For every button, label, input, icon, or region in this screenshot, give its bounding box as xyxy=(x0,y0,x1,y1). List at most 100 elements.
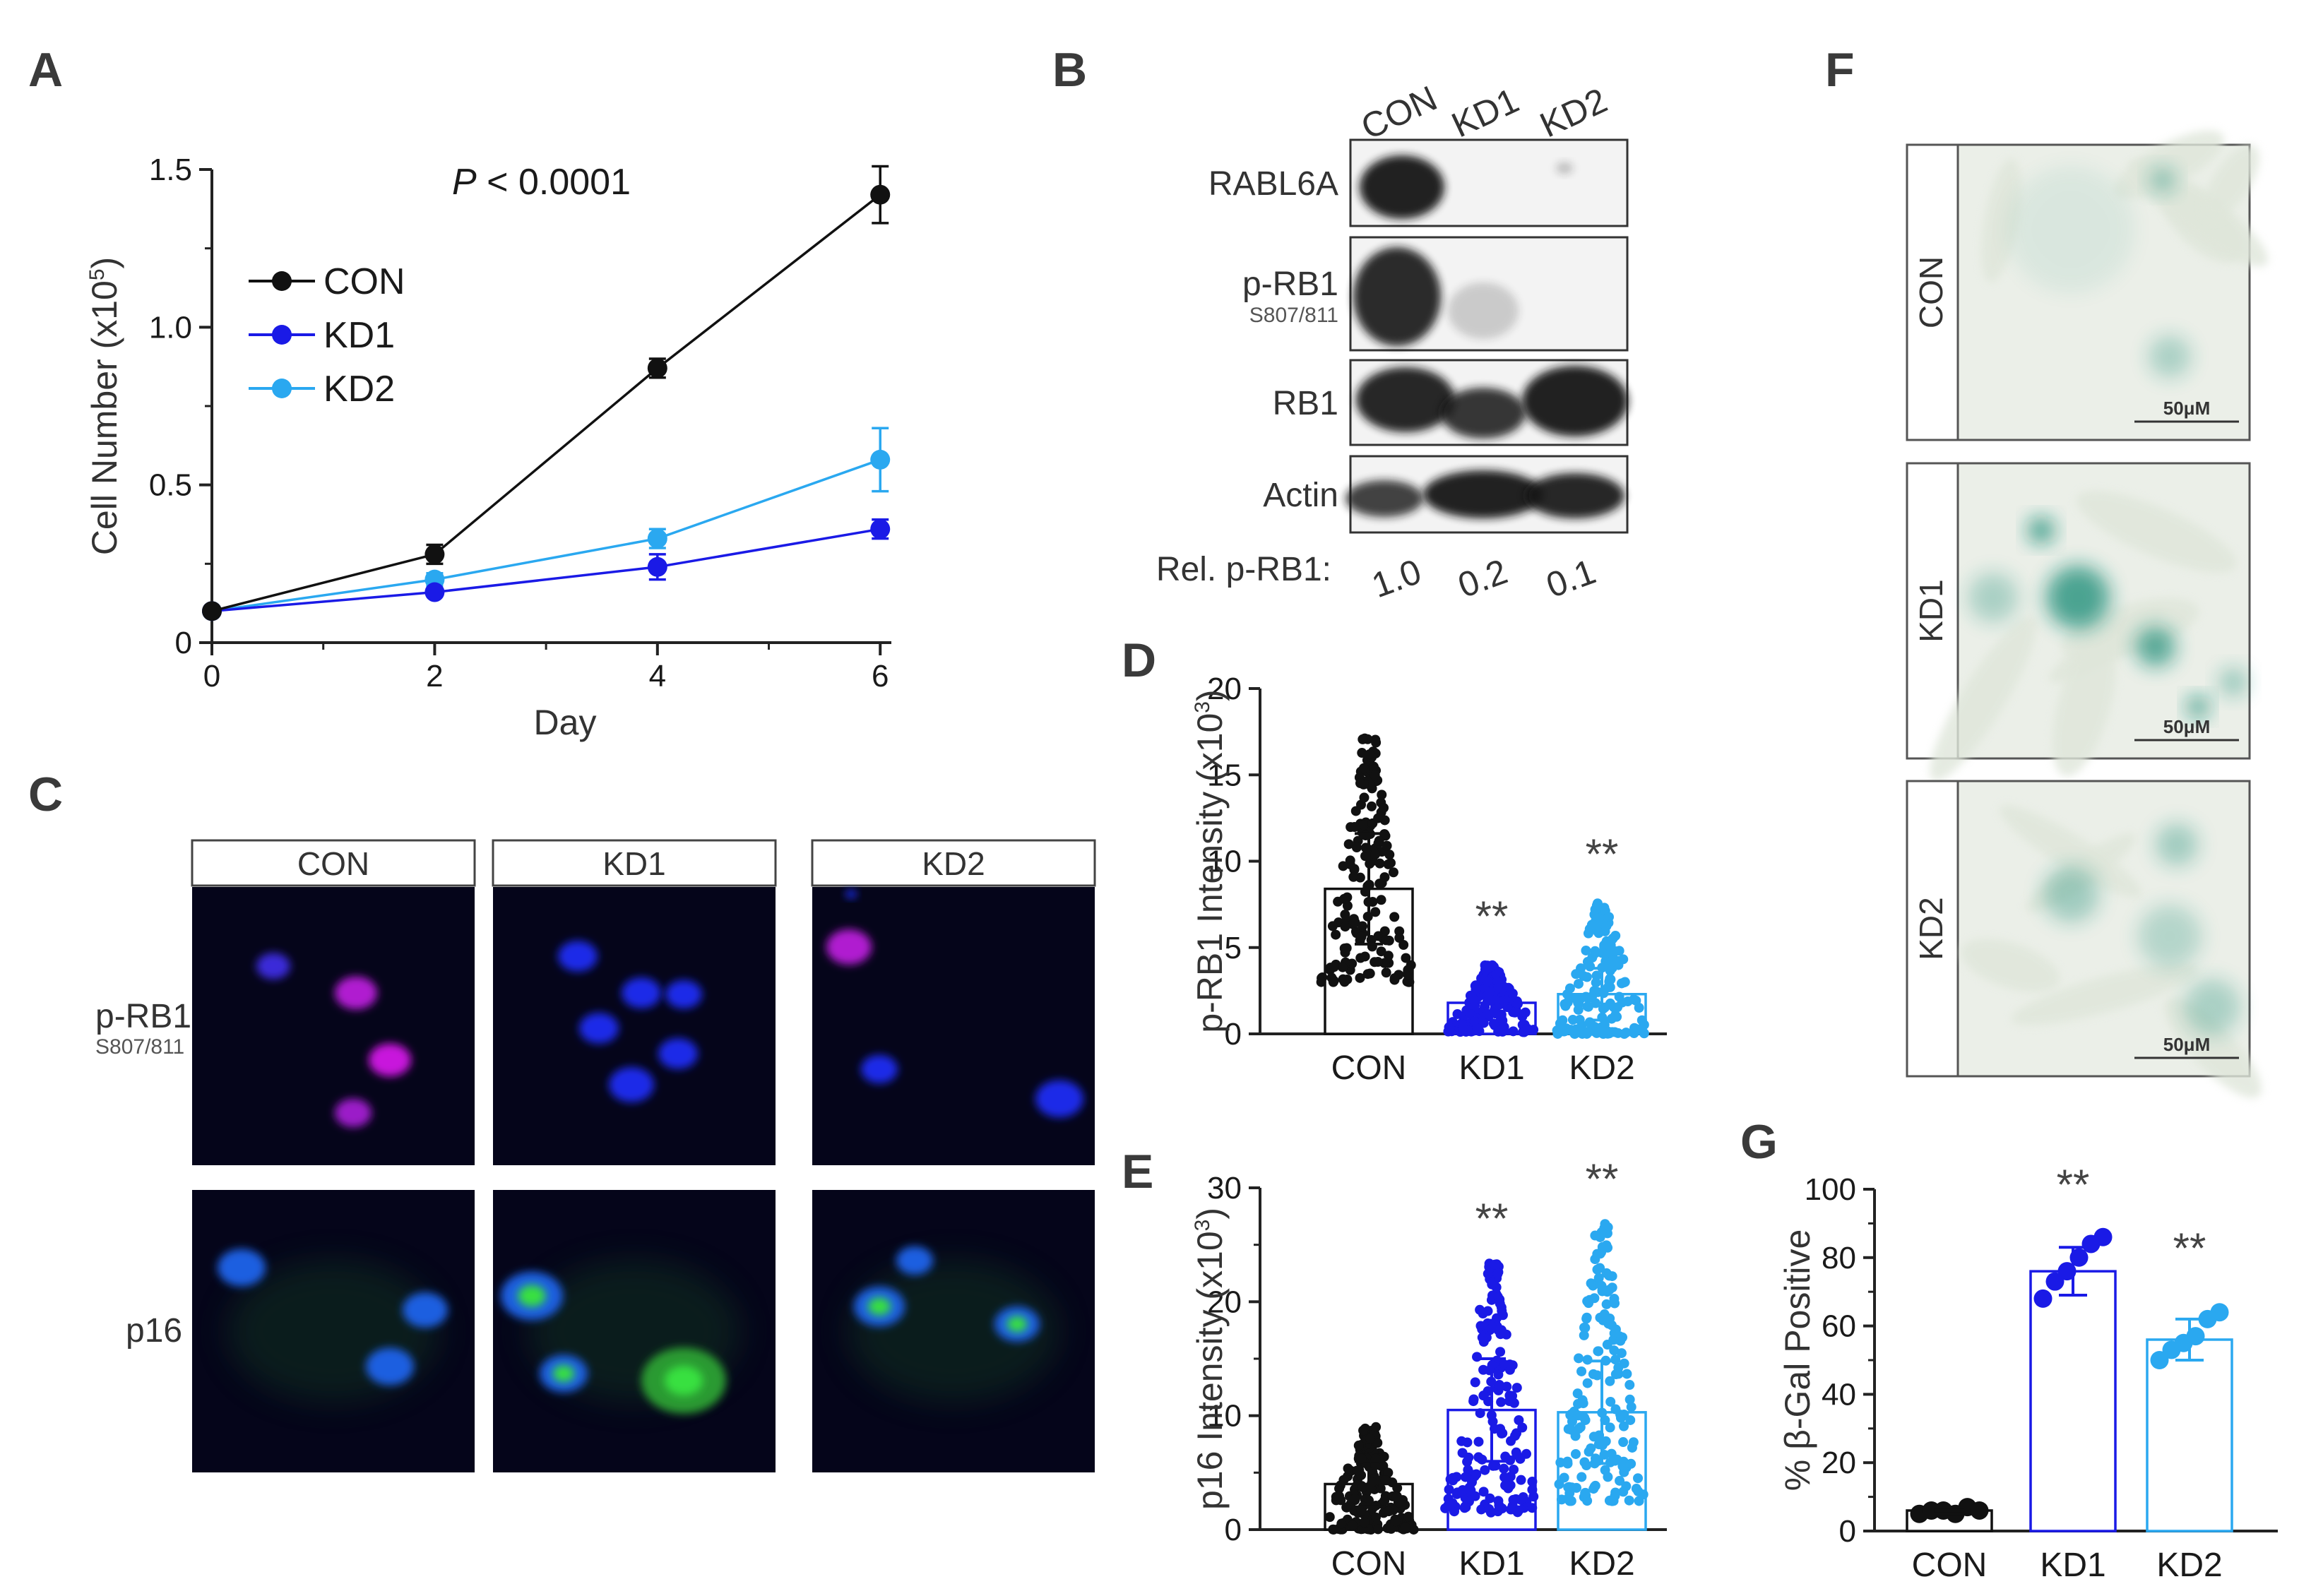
data-point xyxy=(1381,935,1391,946)
data-point xyxy=(1347,1520,1358,1531)
data-point xyxy=(1356,931,1367,942)
data-point xyxy=(1351,842,1362,853)
data-point xyxy=(1478,1390,1489,1401)
data-point xyxy=(1574,1353,1584,1364)
cell-outline xyxy=(1930,617,2037,781)
y-axis-title-sup: 3 xyxy=(1191,1220,1214,1232)
data-point xyxy=(1329,962,1339,972)
row-label: p-RB1 xyxy=(95,998,191,1035)
data-point xyxy=(1610,930,1621,941)
data-point xyxy=(1610,1298,1620,1309)
data-point xyxy=(1509,1007,1520,1018)
data-point xyxy=(1617,1461,1628,1472)
data-point xyxy=(1494,967,1504,977)
blot-row-label: Actin xyxy=(1263,477,1338,514)
data-point xyxy=(1475,1408,1485,1419)
data-point xyxy=(1381,967,1391,978)
band xyxy=(1423,470,1543,518)
data-point xyxy=(1522,1023,1533,1034)
stain-tile-kd1: KD1 50μM xyxy=(1906,462,2251,781)
data-point xyxy=(1380,1475,1391,1486)
data-point xyxy=(1470,1377,1480,1388)
y-tick-label: 20 xyxy=(1822,1446,1856,1480)
data-point xyxy=(202,601,222,621)
data-point xyxy=(1516,1475,1526,1485)
data-point xyxy=(1579,1322,1590,1333)
cell-outline xyxy=(2202,145,2259,221)
data-point xyxy=(1567,1416,1577,1427)
x-tick-label: 6 xyxy=(872,659,889,693)
image-tiles xyxy=(192,887,1095,1472)
row-label: p16 xyxy=(126,1312,182,1350)
blot-row-label: RABL6A xyxy=(1208,165,1338,203)
legend-label: KD2 xyxy=(323,369,395,410)
y-tick-label: 15 xyxy=(1207,758,1242,792)
data-point xyxy=(1359,1517,1370,1527)
data-point xyxy=(1379,829,1390,840)
data-point xyxy=(1336,1518,1347,1529)
data-point xyxy=(1496,1397,1507,1407)
stain-spot xyxy=(2043,866,2099,922)
data-point xyxy=(1459,1503,1470,1513)
band xyxy=(1360,155,1444,219)
data-point xyxy=(1483,1306,1493,1316)
bar xyxy=(2029,1270,2117,1532)
data-point xyxy=(1573,1004,1584,1015)
series-line xyxy=(211,528,881,613)
data-point xyxy=(1563,1482,1574,1493)
data-point xyxy=(1603,1242,1613,1253)
data-point xyxy=(1581,1314,1592,1324)
data-point xyxy=(1348,871,1359,882)
bar-group-kd2: KD2 ** xyxy=(1554,1155,1648,1583)
series-kd1 xyxy=(202,518,891,621)
nucleus xyxy=(335,1098,372,1128)
x-tick-label: 2 xyxy=(426,659,443,693)
data-point xyxy=(1358,921,1368,931)
data-point xyxy=(1477,1454,1487,1465)
cell-outline xyxy=(2076,491,2237,573)
y-tick-label: 10 xyxy=(1207,1399,1242,1434)
data-point xyxy=(1494,1379,1504,1390)
data-point xyxy=(1582,1496,1593,1506)
bar-group-kd1: KD1 ** xyxy=(1440,1195,1539,1583)
series-line xyxy=(211,458,881,613)
blot-row-label: RB1 xyxy=(1273,385,1338,422)
tile-label-box xyxy=(1906,462,1959,760)
data-point xyxy=(1373,1524,1384,1535)
category-label: KD1 xyxy=(2040,1547,2105,1584)
data-point xyxy=(1360,951,1370,962)
data-point xyxy=(1505,1455,1516,1465)
data-point xyxy=(1341,1502,1352,1513)
y-tick-label: 0 xyxy=(1225,1513,1242,1547)
data-point xyxy=(1340,922,1350,932)
data-point xyxy=(1475,1321,1486,1331)
data-point xyxy=(1390,1516,1401,1527)
y-axis-title: % β-Gal Positive xyxy=(1778,1229,1817,1491)
cell-growth-chart: 0 0.5 1.0 1.5 0 2 4 6 Day Cell Number (x105) P… xyxy=(85,153,891,742)
column-header-box xyxy=(811,839,1096,887)
data-point xyxy=(1371,1422,1382,1432)
data-point xyxy=(2150,1351,2169,1369)
data-point xyxy=(1570,1448,1581,1459)
data-point xyxy=(1590,1230,1600,1241)
data-point xyxy=(1487,1290,1497,1301)
data-point xyxy=(1562,1456,1573,1467)
bar xyxy=(2146,1338,2233,1532)
data-point xyxy=(1601,921,1612,931)
panel-letter-e: E xyxy=(1122,1145,1153,1198)
significance-marker: ** xyxy=(1586,830,1619,878)
nucleus xyxy=(558,941,598,972)
p-symbol: P xyxy=(452,162,477,203)
p16-signal xyxy=(867,1297,891,1316)
data-point xyxy=(1365,1434,1375,1444)
data-point xyxy=(1477,1332,1487,1342)
data-point xyxy=(1358,763,1369,773)
data-point xyxy=(2045,1272,2065,1291)
relative-value: 1.0 xyxy=(1367,552,1426,605)
nucleus xyxy=(896,1246,933,1275)
data-point xyxy=(1374,858,1385,869)
data-point xyxy=(1605,1396,1616,1407)
data-point xyxy=(1627,1442,1637,1453)
fluor-tile xyxy=(812,1190,1095,1472)
data-point xyxy=(1512,999,1523,1009)
